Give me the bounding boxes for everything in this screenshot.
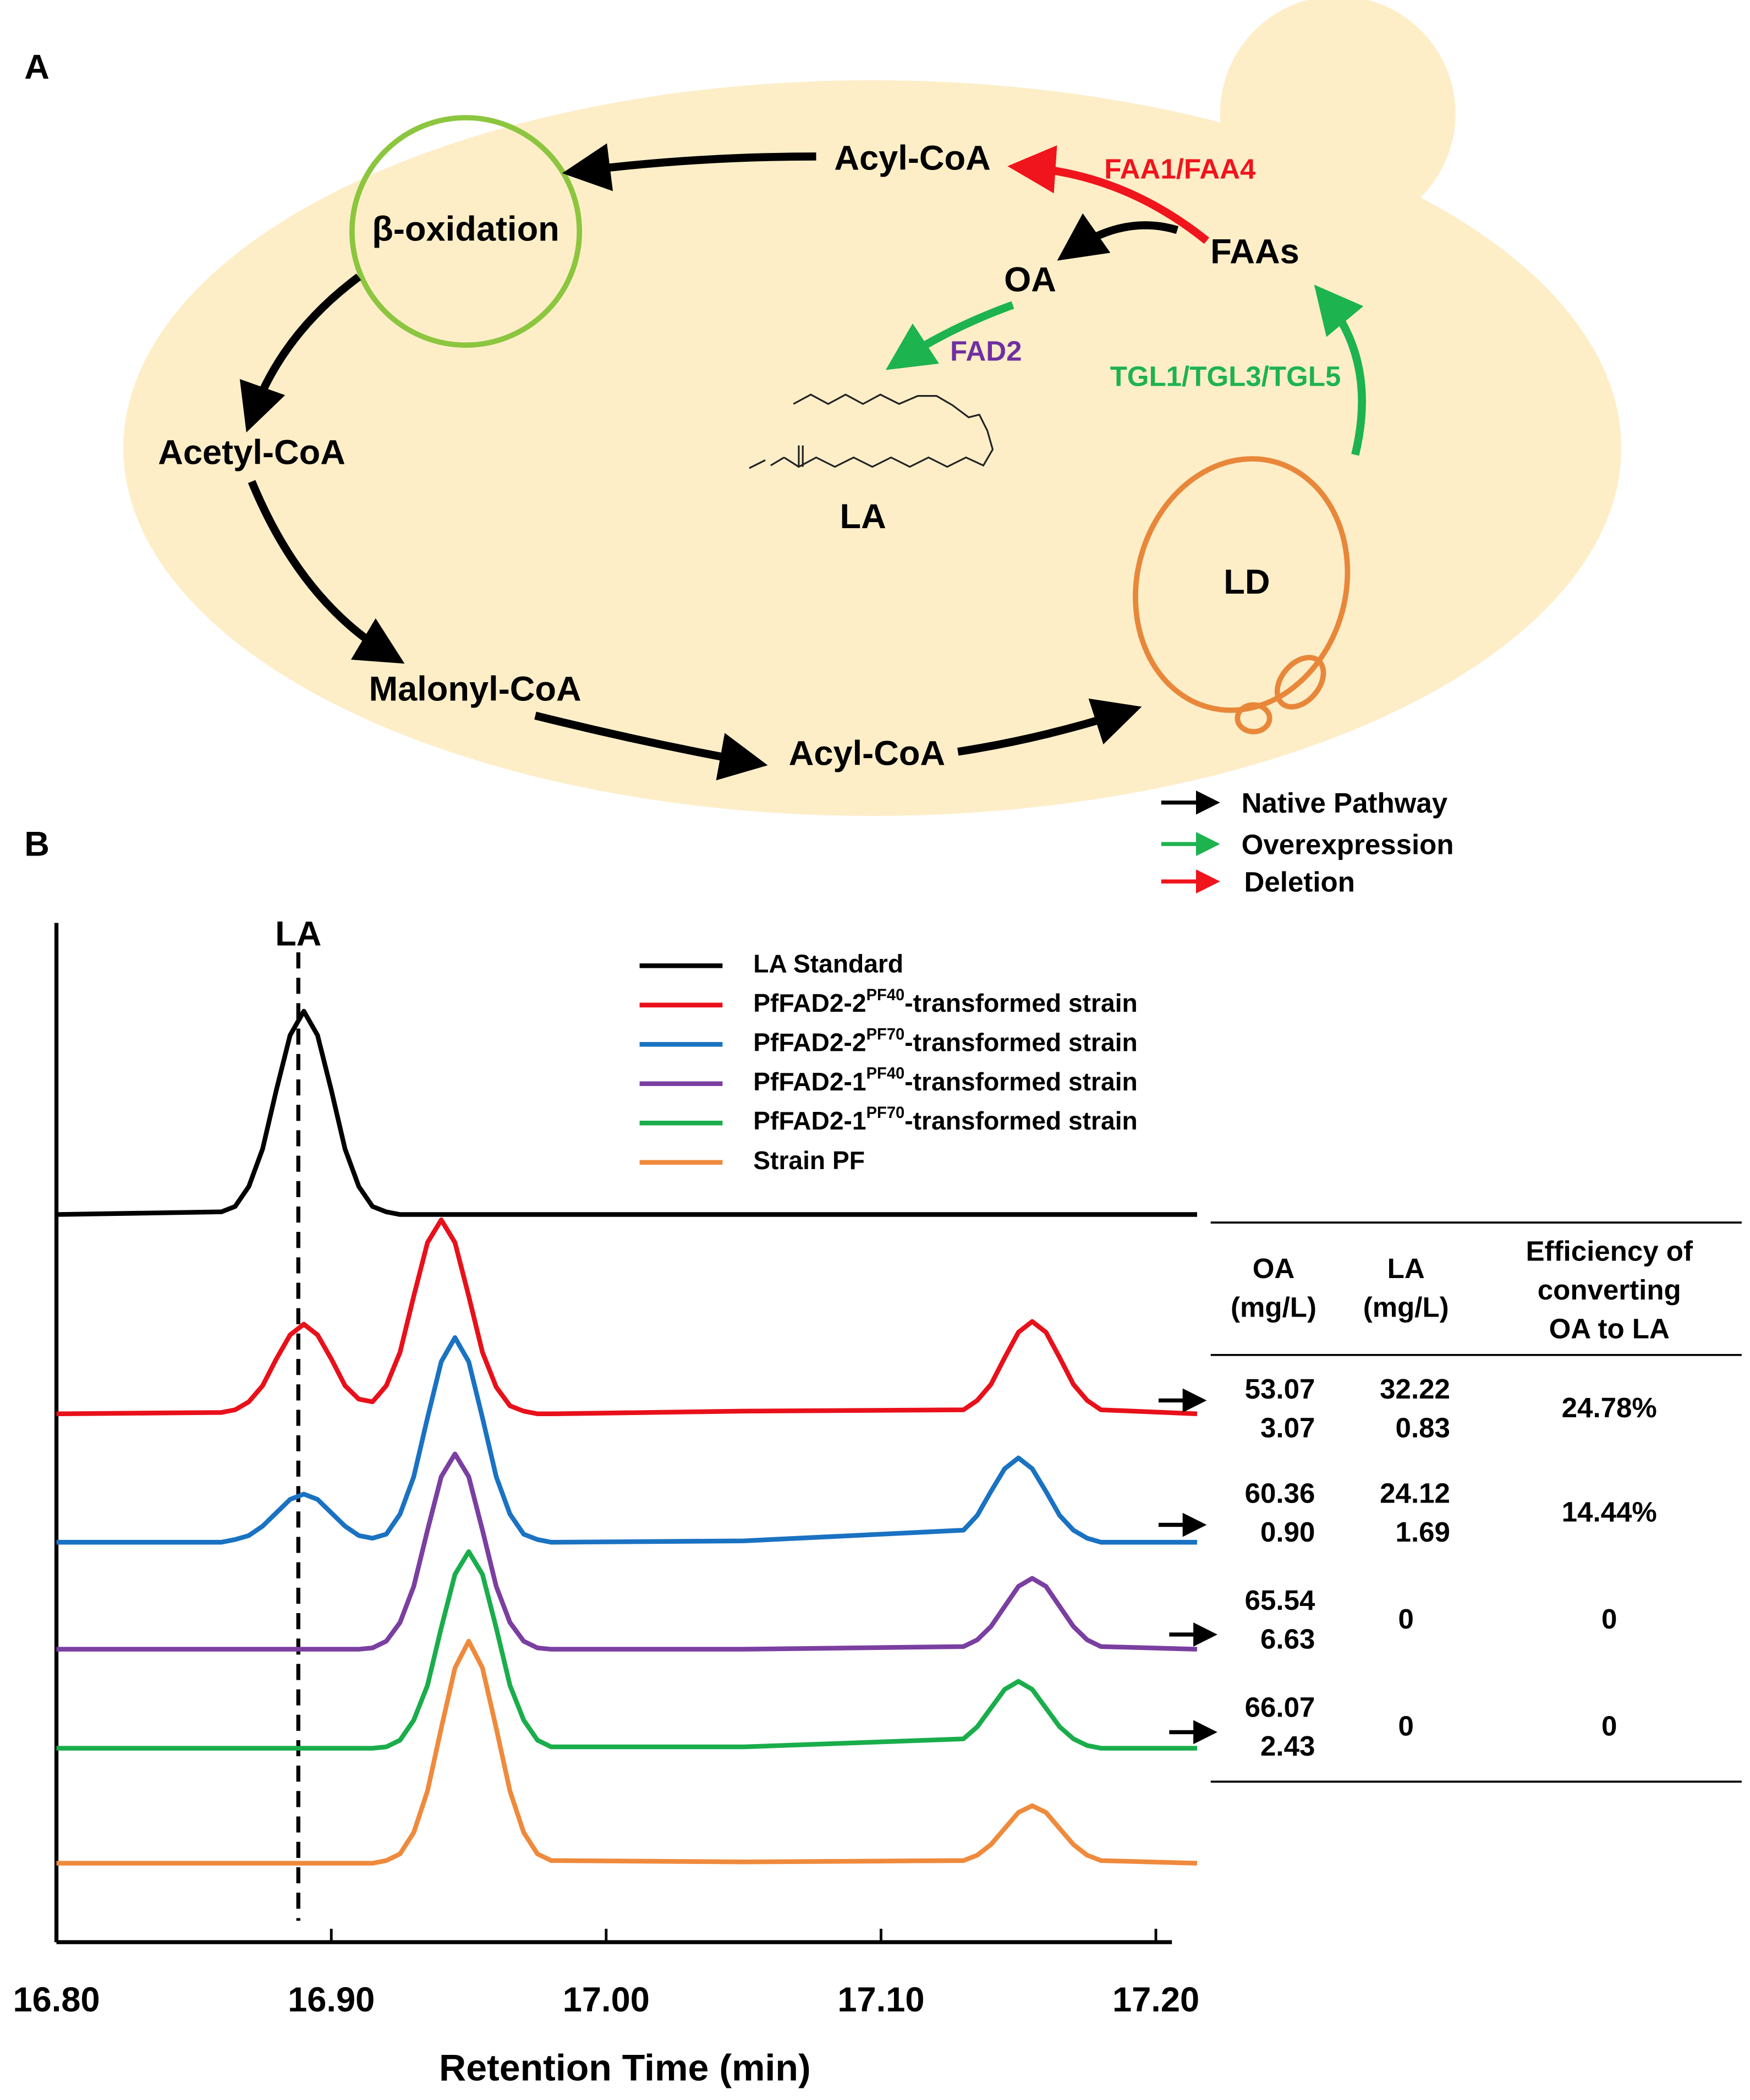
- node-label: LA: [840, 497, 886, 536]
- table-header: OA: [1253, 1253, 1295, 1284]
- chromatogram: Retention Time (min) 16.80 16.90 17.00 17.1…: [13, 915, 1200, 2089]
- x-axis-title: Retention Time (min): [439, 2047, 811, 2088]
- pathway-arrows: [239, 143, 1366, 781]
- table-cell: 0: [1601, 1710, 1617, 1742]
- table-header: Efficiency of: [1526, 1236, 1693, 1267]
- table-header: (mg/L): [1363, 1292, 1449, 1323]
- arrow: [957, 698, 1142, 756]
- table-cell: 66.07: [1245, 1692, 1315, 1723]
- lipid-droplet: [1133, 456, 1351, 713]
- arrow: [562, 143, 816, 191]
- table-header: OA to LA: [1549, 1313, 1670, 1345]
- arrow: [1314, 284, 1366, 456]
- panel-label: B: [24, 825, 50, 864]
- table-cell: 6.63: [1260, 1624, 1315, 1655]
- gene-label: FAA1/FAA4: [1104, 153, 1256, 185]
- node-label: Acyl-CoA: [834, 139, 990, 177]
- legend-label: PfFAD2-1PF40-transformed strain: [753, 1065, 1137, 1096]
- table-cell: 53.07: [1245, 1373, 1315, 1405]
- panel-label: A: [24, 48, 50, 86]
- x-tick-label: 17.00: [563, 1981, 650, 2019]
- legend-label: Overexpression: [1242, 829, 1454, 860]
- arrow: [1057, 213, 1179, 261]
- table-header: converting: [1538, 1274, 1681, 1306]
- node-label: LD: [1224, 563, 1270, 601]
- table-cells: OA (mg/L) LA (mg/L) Efficiency of converting O…: [1231, 1236, 1693, 1762]
- legend-label: Strain PF: [753, 1146, 865, 1175]
- legend-label: PfFAD2-2PF40-transformed strain: [753, 986, 1137, 1017]
- node-label: FAAs: [1210, 233, 1299, 271]
- legend-label: Native Pathway: [1242, 787, 1448, 819]
- table-cell: 0: [1398, 1710, 1413, 1742]
- node-label: OA: [1004, 261, 1056, 299]
- table-cell: 14.44%: [1562, 1496, 1657, 1528]
- table-cell: 32.22: [1380, 1373, 1450, 1405]
- table-cell: 1.69: [1396, 1516, 1450, 1548]
- ester: [749, 457, 785, 469]
- lipid-droplet-small: [1235, 702, 1272, 734]
- row-arrows: [1158, 1388, 1217, 1745]
- node-label: Acetyl-CoA: [158, 433, 345, 471]
- trace: [56, 1638, 1198, 1866]
- arrow: [1007, 145, 1210, 244]
- gene-label: TGL1/TGL3/TGL5: [1110, 361, 1341, 392]
- la-structure: [749, 393, 994, 469]
- arrow: [248, 480, 405, 664]
- legend-label: PfFAD2-2PF70-transformed strain: [753, 1026, 1137, 1057]
- table-cell: 65.54: [1245, 1584, 1315, 1616]
- arrow: [534, 711, 768, 781]
- results-table: OA (mg/L) LA (mg/L) Efficiency of converting O…: [1158, 1221, 1742, 1783]
- table-cell: 0.83: [1396, 1412, 1450, 1443]
- table-cell: 60.36: [1245, 1478, 1315, 1509]
- table-cell: 0.90: [1260, 1516, 1315, 1548]
- table-cell: 24.78%: [1562, 1392, 1657, 1423]
- trace: [56, 1335, 1197, 1545]
- cell: [123, 80, 1622, 816]
- trace: [56, 1549, 1197, 1751]
- reference-label: LA: [275, 915, 321, 953]
- node-label: Malonyl-CoA: [369, 670, 581, 709]
- chain: [783, 393, 994, 468]
- table-cell: 24.12: [1380, 1478, 1450, 1509]
- trace: [56, 1218, 1198, 1417]
- carbonyl: [798, 445, 804, 467]
- table-cell: 3.07: [1260, 1412, 1315, 1443]
- table-cell: 0: [1398, 1603, 1413, 1635]
- node-label: β-oxidation: [372, 210, 559, 248]
- pathway-legend: Native Pathway Overexpression Deletion: [1161, 787, 1454, 898]
- trace: [56, 1451, 1198, 1652]
- legend-label: LA Standard: [753, 950, 903, 978]
- x-tick-label: 17.20: [1112, 1981, 1199, 2019]
- x-tick-label: 16.90: [288, 1981, 375, 2019]
- table-header: (mg/L): [1231, 1292, 1316, 1323]
- x-tick-label: 17.10: [837, 1981, 924, 2019]
- legend-label: Deletion: [1244, 867, 1355, 898]
- arrow: [885, 301, 1014, 370]
- table-cell: 2.43: [1260, 1730, 1315, 1762]
- legend-label: PfFAD2-1PF70-transformed strain: [753, 1104, 1137, 1136]
- node-label: Acyl-CoA: [789, 734, 945, 772]
- panel-a: A β-oxidation Acyl-CoA FAA1/FAA4 FAAs OA…: [24, 0, 1622, 898]
- table-header: LA: [1387, 1253, 1425, 1284]
- arrow: [239, 273, 361, 433]
- gene-label: FAD2: [950, 335, 1022, 366]
- trace: [56, 1008, 1197, 1217]
- beta-oxidation-circle: [349, 115, 583, 348]
- table-cell: 0: [1601, 1603, 1617, 1635]
- lipid-droplet-small: [1274, 655, 1326, 710]
- x-tick-label: 16.80: [13, 1981, 100, 2019]
